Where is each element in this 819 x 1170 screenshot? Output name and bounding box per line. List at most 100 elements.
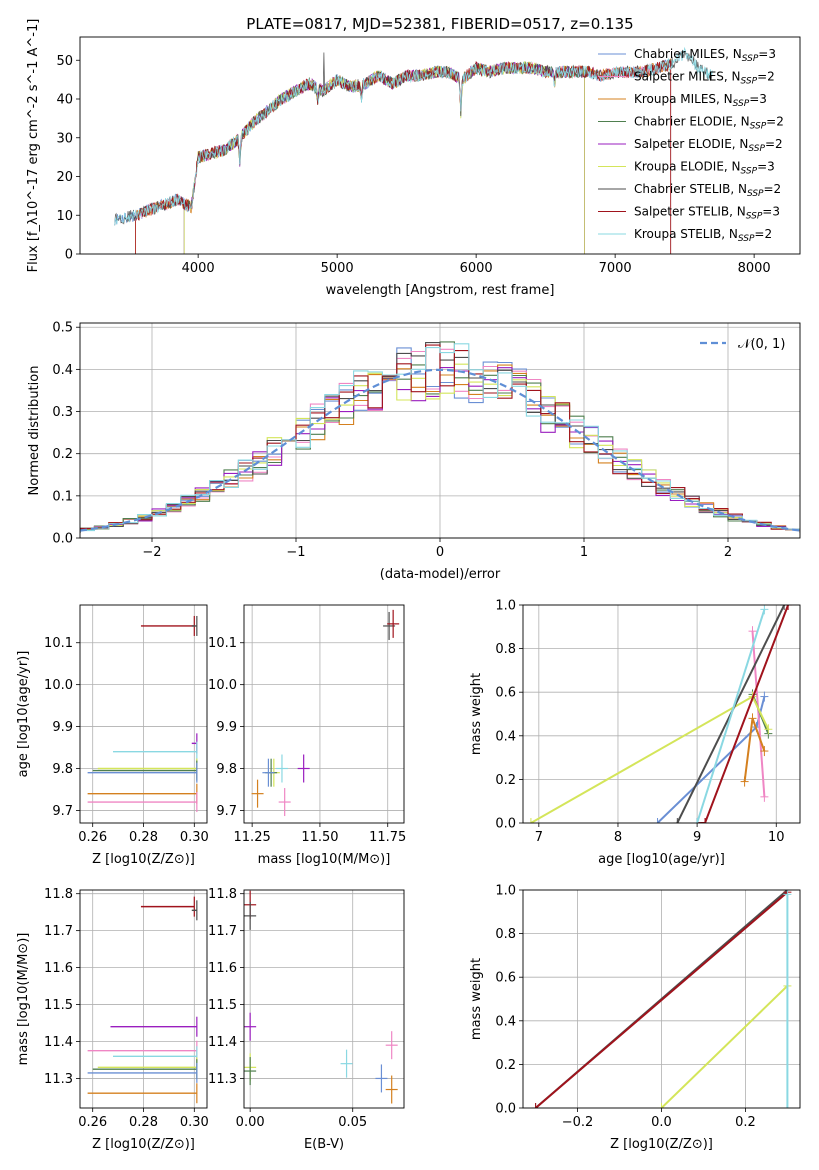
x-tick-label: 8	[614, 830, 622, 845]
y-tick-label: 9.9	[216, 720, 237, 735]
y-tick-label: 0.2	[495, 773, 516, 788]
histogram-series	[80, 343, 800, 534]
legend-label: Salpeter MILES, NSSP=2	[634, 70, 775, 87]
x-tick-label: 1	[580, 545, 588, 560]
y-tick-label: 10.1	[208, 636, 237, 651]
y-tick-label: 11.6	[208, 961, 237, 976]
x-tick-label: 0.00	[236, 1115, 265, 1130]
axes-frame	[243, 604, 405, 824]
x-tick-label: 2	[724, 545, 732, 560]
points	[244, 890, 398, 1104]
y-tick-label: 9.7	[52, 804, 73, 819]
y-axis-label: mass weight	[469, 673, 484, 755]
y-axis-label: age [log10(age/yr)]	[16, 651, 31, 778]
x-tick-label: −1	[286, 545, 305, 560]
y-tick-label: 10	[56, 209, 73, 224]
x-tick-label: −0.2	[562, 1115, 594, 1130]
weight-series-line	[530, 695, 770, 823]
weight-series-line	[534, 891, 789, 1108]
legend-label: Kroupa MILES, NSSP=3	[634, 92, 767, 109]
legend-label: 𝒩(0, 1)	[738, 337, 785, 352]
y-tick-label: 20	[56, 170, 73, 185]
axes-frame	[79, 36, 801, 255]
panel-age-mass: 11.25 11.50 11.75 9.7 9.8 9.9 10.0 10.1 mass [lo…	[208, 604, 406, 867]
points	[87, 896, 198, 1104]
axes-frame	[522, 604, 801, 824]
y-tick-label: 0.6	[495, 686, 516, 701]
legend-label: Chabrier STELIB, NSSP=2	[634, 182, 781, 199]
x-tick-label: 4000	[182, 261, 215, 276]
panel-spectrum: 4000 5000 6000 7000 8000 0 10 20 30 40 50 wavelengt…	[26, 19, 801, 298]
y-tick-label: 9.7	[216, 804, 237, 819]
weight-series-line	[751, 631, 766, 797]
x-tick-label: 0.28	[129, 830, 158, 845]
y-tick-label: 11.3	[44, 1072, 73, 1087]
x-axis-label: Z [log10(Z/Z⊙)]	[92, 1137, 195, 1152]
panel-mass-EBV: 0.00 0.05 11.3 11.4 11.5 11.6 11.7 11.8 E(B-V)	[208, 887, 405, 1152]
x-tick-label: 0.30	[180, 830, 209, 845]
weight-series-line	[656, 696, 766, 823]
x-tick-label: −2	[142, 545, 161, 560]
y-tick-label: 10.1	[44, 636, 73, 651]
spectrum-series-line	[135, 60, 672, 254]
legend: Chabrier MILES, NSSP=3 Salpeter MILES, NS…	[598, 47, 784, 244]
y-axis-label: mass weight	[469, 958, 484, 1040]
panel-residuals: −2 −1 0 1 2 0.0 0.1 0.2 0.3 0.4 0.5 (data-model)/er…	[27, 321, 801, 582]
normal-curve	[80, 368, 800, 532]
x-tick-label: 10	[768, 830, 785, 845]
y-tick-label: 11.5	[44, 998, 73, 1013]
y-tick-label: 1.0	[495, 599, 516, 614]
x-axis-label: mass [log10(M/M⊙)]	[258, 852, 391, 867]
points	[87, 615, 198, 813]
y-axis-label: mass [log10(M/M⊙)]	[16, 933, 31, 1066]
weight-series-line	[697, 605, 790, 823]
spectrum-lines	[114, 46, 713, 254]
y-tick-label: 0.1	[52, 489, 73, 504]
y-tick-label: 1.0	[495, 884, 516, 899]
x-tick-label: 9	[693, 830, 701, 845]
axes-frame	[243, 889, 405, 1109]
weight-series-line	[696, 609, 766, 823]
x-tick-label: 7000	[599, 261, 632, 276]
y-tick-label: 30	[56, 131, 73, 146]
legend-label: Chabrier ELODIE, NSSP=2	[634, 115, 784, 132]
x-axis-label: Z [log10(Z/Z⊙)]	[92, 852, 195, 867]
y-tick-label: 0	[65, 248, 73, 263]
legend-label: Kroupa ELODIE, NSSP=3	[634, 160, 775, 177]
panel-age-Z: 0.26 0.28 0.30 9.7 9.8 9.9 10.0 10.1 Z [log10(Z/…	[16, 604, 209, 867]
x-axis-label: Z [log10(Z/Z⊙)]	[610, 1137, 713, 1152]
y-tick-label: 10.0	[208, 678, 237, 693]
y-tick-label: 11.8	[208, 887, 237, 902]
spectrum-series-line	[183, 61, 585, 254]
x-tick-label: 0	[436, 545, 444, 560]
y-tick-label: 11.4	[44, 1035, 73, 1050]
x-axis-label: (data-model)/error	[380, 567, 501, 582]
y-tick-label: 11.5	[208, 998, 237, 1013]
axes-frame	[79, 889, 208, 1109]
figure-title: PLATE=0817, MJD=52381, FIBERID=0517, z=0…	[246, 15, 633, 33]
x-tick-label: 11.50	[301, 830, 338, 845]
y-tick-label: 40	[56, 93, 73, 108]
x-tick-label: 0.05	[338, 1115, 367, 1130]
x-tick-label: 11.75	[369, 830, 406, 845]
x-tick-label: 5000	[321, 261, 354, 276]
y-tick-label: 11.4	[208, 1035, 237, 1050]
y-tick-label: 11.6	[44, 961, 73, 976]
x-tick-label: 0.26	[78, 1115, 107, 1130]
x-axis-label: age [log10(age/yr)]	[598, 852, 725, 867]
y-tick-label: 0.4	[52, 363, 73, 378]
spectrum-series-line	[114, 46, 713, 226]
y-tick-label: 9.9	[52, 720, 73, 735]
legend-label: Salpeter ELODIE, NSSP=2	[634, 137, 783, 154]
x-tick-label: 0.30	[180, 1115, 209, 1130]
axes-frame	[79, 322, 801, 539]
y-tick-label: 0.4	[495, 1014, 516, 1029]
y-tick-label: 9.8	[216, 762, 237, 777]
x-tick-label: 0.2	[735, 1115, 756, 1130]
x-tick-label: 6000	[460, 261, 493, 276]
y-tick-label: 0.5	[52, 321, 73, 336]
y-tick-label: 0.8	[495, 642, 516, 657]
y-tick-label: 0.0	[495, 817, 516, 832]
y-tick-label: 11.7	[44, 924, 73, 939]
